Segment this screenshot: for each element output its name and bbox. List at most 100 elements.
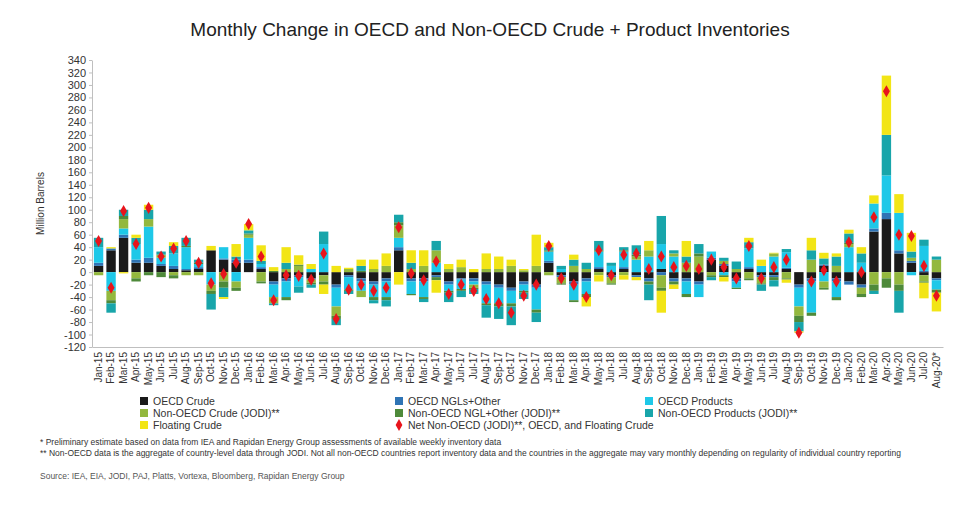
y-tick: -60 — [70, 304, 92, 316]
bar — [694, 253, 703, 256]
marker — [508, 307, 515, 319]
x-tick: Apr-18 — [580, 347, 591, 382]
bar — [919, 272, 928, 275]
plot-area — [94, 76, 941, 339]
x-tick-label: Mar-19 — [718, 352, 729, 384]
bar — [331, 266, 340, 272]
marker — [333, 313, 340, 325]
bar — [419, 250, 428, 266]
marker — [870, 211, 877, 223]
bar — [744, 267, 753, 269]
x-tick: Jun-18 — [605, 347, 616, 383]
x-tick: Sep-18 — [643, 347, 654, 384]
bar — [144, 263, 153, 272]
bar — [907, 272, 916, 275]
bar — [882, 175, 891, 212]
bar — [294, 255, 303, 264]
bar — [206, 291, 215, 294]
x-tick: May-16 — [293, 347, 304, 385]
bar — [682, 294, 691, 297]
bar — [632, 260, 641, 272]
bar — [444, 264, 453, 269]
bar — [94, 263, 103, 266]
bar — [644, 241, 653, 250]
x-tick: Nov-18 — [668, 347, 679, 384]
bar — [244, 230, 253, 233]
bar-series — [106, 76, 941, 333]
marker — [133, 238, 140, 250]
bar — [719, 277, 728, 281]
bar — [832, 257, 841, 266]
bar — [382, 272, 391, 278]
x-tick: Sep-17 — [493, 347, 504, 384]
bar — [119, 228, 128, 234]
x-tick-label: Oct-17 — [505, 352, 516, 382]
legend-label: Non-OECD NGL+Other (JODI)** — [408, 407, 560, 419]
x-tick-label: Jan-18 — [543, 352, 554, 383]
bar — [657, 272, 666, 275]
marker — [795, 327, 802, 339]
bar — [857, 247, 866, 253]
bar — [669, 285, 678, 289]
bar — [619, 275, 628, 279]
x-tick-label: Jul-20 — [918, 352, 929, 380]
bar — [569, 300, 578, 302]
marker — [845, 236, 852, 248]
marker — [733, 272, 740, 284]
marker — [583, 291, 590, 303]
y-tick: 20 — [74, 254, 92, 266]
y-tick: 80 — [74, 216, 92, 228]
bar — [582, 278, 591, 281]
y-tick-label: 220 — [68, 129, 86, 141]
x-tick: Mar-15 — [118, 347, 129, 384]
bar — [306, 264, 315, 269]
y-tick: 180 — [68, 154, 92, 166]
bar — [907, 263, 916, 272]
bar — [281, 263, 290, 269]
legend-label: Non-OECD Products (JODI)** — [658, 407, 797, 419]
y-axis: -120-100-80-60-40-2002040608010012014016… — [64, 54, 93, 353]
x-tick: Aug-15 — [180, 347, 191, 384]
bar — [894, 272, 903, 284]
bar — [932, 278, 941, 280]
y-axis-title: Million Barrels — [35, 172, 46, 235]
bar — [507, 303, 516, 306]
bar — [444, 281, 453, 284]
x-tick-label: Feb-17 — [405, 352, 416, 384]
bar — [707, 272, 716, 275]
x-tick: Jun-15 — [155, 347, 166, 383]
bar — [607, 263, 616, 266]
bar — [857, 253, 866, 262]
bar — [894, 194, 903, 213]
legend-swatch — [140, 409, 148, 417]
bar — [382, 253, 391, 265]
x-tick-label: Jul-17 — [468, 352, 479, 380]
bar — [356, 272, 365, 278]
bar — [669, 281, 678, 284]
y-tick: -120 — [64, 341, 92, 353]
y-tick-mark — [89, 210, 92, 211]
bar — [869, 291, 878, 294]
bar — [369, 300, 378, 303]
x-tick: Feb-17 — [405, 347, 416, 384]
marker — [208, 277, 215, 289]
marker — [370, 285, 377, 297]
bar — [657, 244, 666, 269]
y-tick-label: -60 — [70, 304, 86, 316]
y-tick-mark — [89, 72, 92, 73]
bar — [757, 285, 766, 291]
bar — [194, 272, 203, 273]
x-tick: Jan-20 — [843, 347, 854, 383]
y-tick-label: -100 — [64, 329, 86, 341]
y-tick: 260 — [68, 104, 92, 116]
bar — [507, 272, 516, 288]
bar — [919, 240, 928, 246]
x-tick-label: Jul-15 — [168, 352, 179, 380]
x-tick-label: May-15 — [143, 352, 154, 386]
bar — [669, 278, 678, 281]
bar — [119, 219, 128, 228]
bar — [181, 272, 190, 275]
bar-series — [94, 219, 941, 288]
marker — [283, 269, 290, 281]
bar — [256, 269, 265, 272]
